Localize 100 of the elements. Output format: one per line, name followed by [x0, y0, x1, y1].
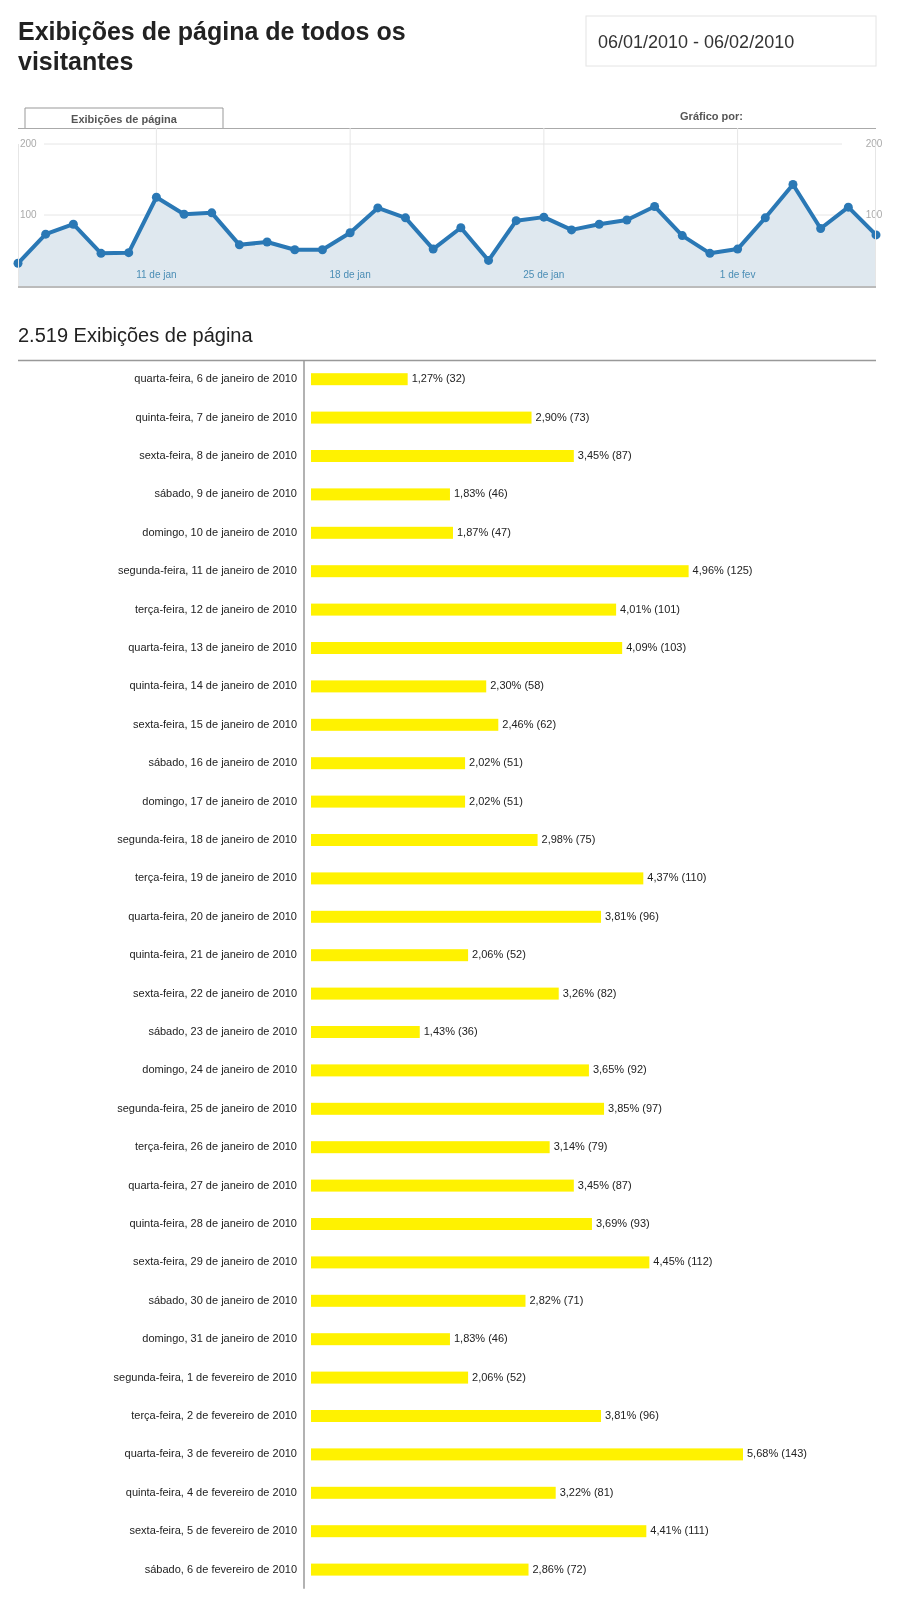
- point: [733, 244, 743, 254]
- data-label: 2,06% (52): [472, 1370, 526, 1383]
- point: [179, 209, 189, 219]
- bar: [311, 1256, 650, 1269]
- x-tick-label: 1 de fev: [719, 269, 756, 280]
- data-label: 3,65% (92): [592, 1063, 647, 1076]
- point: [705, 248, 715, 258]
- chart-title: Exibições de página de todos os visitantes: [18, 17, 406, 75]
- y-tick-label: quarta-feira, 20 de janeiro de 2010: [128, 909, 297, 922]
- data-label: 4,96% (125): [692, 564, 753, 577]
- data-label: 3,45% (87): [577, 1178, 632, 1191]
- point: [567, 225, 577, 235]
- bar: [311, 718, 499, 731]
- bar: [311, 1294, 526, 1307]
- data-label: 4,01% (101): [620, 602, 681, 615]
- point: [68, 219, 78, 229]
- bar: [311, 1218, 592, 1230]
- y-tick-label: segunda-feira, 11 de janeiro de 2010: [118, 564, 297, 577]
- data-label: 3,22% (81): [559, 1485, 614, 1498]
- y-tick-label: sábado, 6 de fevereiro de 2010: [144, 1562, 297, 1575]
- data-label: 2,86% (72): [532, 1562, 587, 1575]
- y-tick-label: domingo, 24 de janeiro de 2010: [142, 1063, 297, 1076]
- data-label: 2,02% (51): [469, 794, 523, 807]
- data-label: 5,68% (143): [747, 1447, 807, 1460]
- data-label: 1,43% (36): [423, 1024, 478, 1037]
- bar: [311, 603, 617, 616]
- bar: [311, 1525, 647, 1538]
- text: Gráfico por:: [680, 110, 743, 122]
- bar: [311, 1026, 420, 1038]
- y-tick-label: terça-feira, 12 de janeiro de 2010: [134, 602, 297, 615]
- data-label: 2,06% (52): [472, 948, 526, 961]
- point: [41, 229, 51, 239]
- bar: [311, 1448, 743, 1461]
- data-label: 2,98% (75): [541, 832, 596, 845]
- y-tick-label: quarta-feira, 13 de janeiro de 2010: [128, 640, 297, 653]
- y-tick-label: sábado, 16 de janeiro de 2010: [148, 756, 297, 769]
- text: 2.519 Exibições de página: [18, 324, 254, 346]
- y-tick-label: quarta-feira, 27 de janeiro de 2010: [128, 1178, 297, 1191]
- bar: [311, 1410, 602, 1422]
- point: [373, 203, 383, 213]
- bar: [311, 565, 689, 578]
- y-tick-label: terça-feira, 19 de janeiro de 2010: [134, 871, 297, 884]
- data-label: 2,90% (73): [535, 410, 590, 423]
- point: [262, 237, 272, 247]
- y-tick-label: segunda-feira, 25 de janeiro de 2010: [117, 1101, 297, 1114]
- y-tick-label: sexta-feira, 29 de janeiro de 2010: [133, 1255, 297, 1268]
- y-tick-label: terça-feira, 26 de janeiro de 2010: [134, 1140, 297, 1153]
- data-label: 3,14% (79): [553, 1140, 608, 1153]
- y-tick-label: quinta-feira, 4 de fevereiro de 2010: [125, 1485, 297, 1498]
- bar: [311, 642, 623, 654]
- data-label: 4,37% (110): [647, 871, 707, 884]
- point: [760, 213, 770, 223]
- bar: [311, 757, 466, 770]
- point: [317, 245, 327, 255]
- chart-subtitle: 06/01/2010 - 06/02/2010: [598, 32, 795, 52]
- y-tick-label: quinta-feira, 7 de janeiro de 2010: [135, 410, 297, 423]
- point: [234, 240, 244, 250]
- point: [677, 231, 687, 241]
- bar: [311, 1102, 605, 1115]
- data-label: 2,02% (51): [469, 756, 523, 769]
- data-label: 3,81% (96): [605, 909, 659, 922]
- point: [400, 213, 410, 223]
- point: [345, 228, 355, 238]
- bar: [311, 910, 602, 923]
- y2-tick-label: 200: [865, 137, 883, 149]
- data-label: 2,30% (58): [490, 679, 545, 692]
- y-tick-label: quinta-feira, 21 de janeiro de 2010: [129, 948, 297, 961]
- point: [539, 212, 549, 222]
- y-tick-label: quinta-feira, 14 de janeiro de 2010: [129, 679, 297, 692]
- point: [843, 202, 853, 212]
- bar: [311, 1141, 550, 1154]
- point: [207, 208, 217, 218]
- bar: [311, 949, 469, 962]
- point: [622, 215, 632, 225]
- bar: [311, 1371, 469, 1384]
- bar: [311, 526, 453, 539]
- data-label: 4,41% (111): [650, 1524, 709, 1537]
- y-tick-label: segunda-feira, 18 de janeiro de 2010: [117, 832, 297, 845]
- data-label: 2,46% (62): [502, 717, 557, 730]
- y-tick-label: sábado, 23 de janeiro de 2010: [148, 1024, 297, 1037]
- data-label: 2,82% (71): [529, 1293, 584, 1306]
- x-tick-label: 25 de jan: [523, 269, 565, 280]
- bar: [311, 1486, 556, 1499]
- data-label: 1,83% (46): [453, 487, 508, 500]
- bar: [311, 488, 450, 501]
- bar: [311, 987, 559, 1000]
- bar: [311, 1563, 529, 1576]
- y-tick-label: sábado, 30 de janeiro de 2010: [148, 1293, 297, 1306]
- data-label: 4,09% (103): [626, 640, 687, 653]
- y-tick-label: sexta-feira, 5 de fevereiro de 2010: [129, 1524, 297, 1537]
- y-tick-label: sábado, 9 de janeiro de 2010: [154, 487, 297, 500]
- bar: [311, 1179, 574, 1192]
- point: [594, 219, 604, 229]
- bar: [311, 1333, 450, 1346]
- bar: [311, 680, 487, 693]
- text: Exibições de página: [71, 113, 178, 125]
- bar: [311, 411, 532, 424]
- bar: [311, 834, 538, 846]
- y-tick-label: quinta-feira, 28 de janeiro de 2010: [129, 1216, 297, 1229]
- y-tick-label: sexta-feira, 15 de janeiro de 2010: [133, 717, 297, 730]
